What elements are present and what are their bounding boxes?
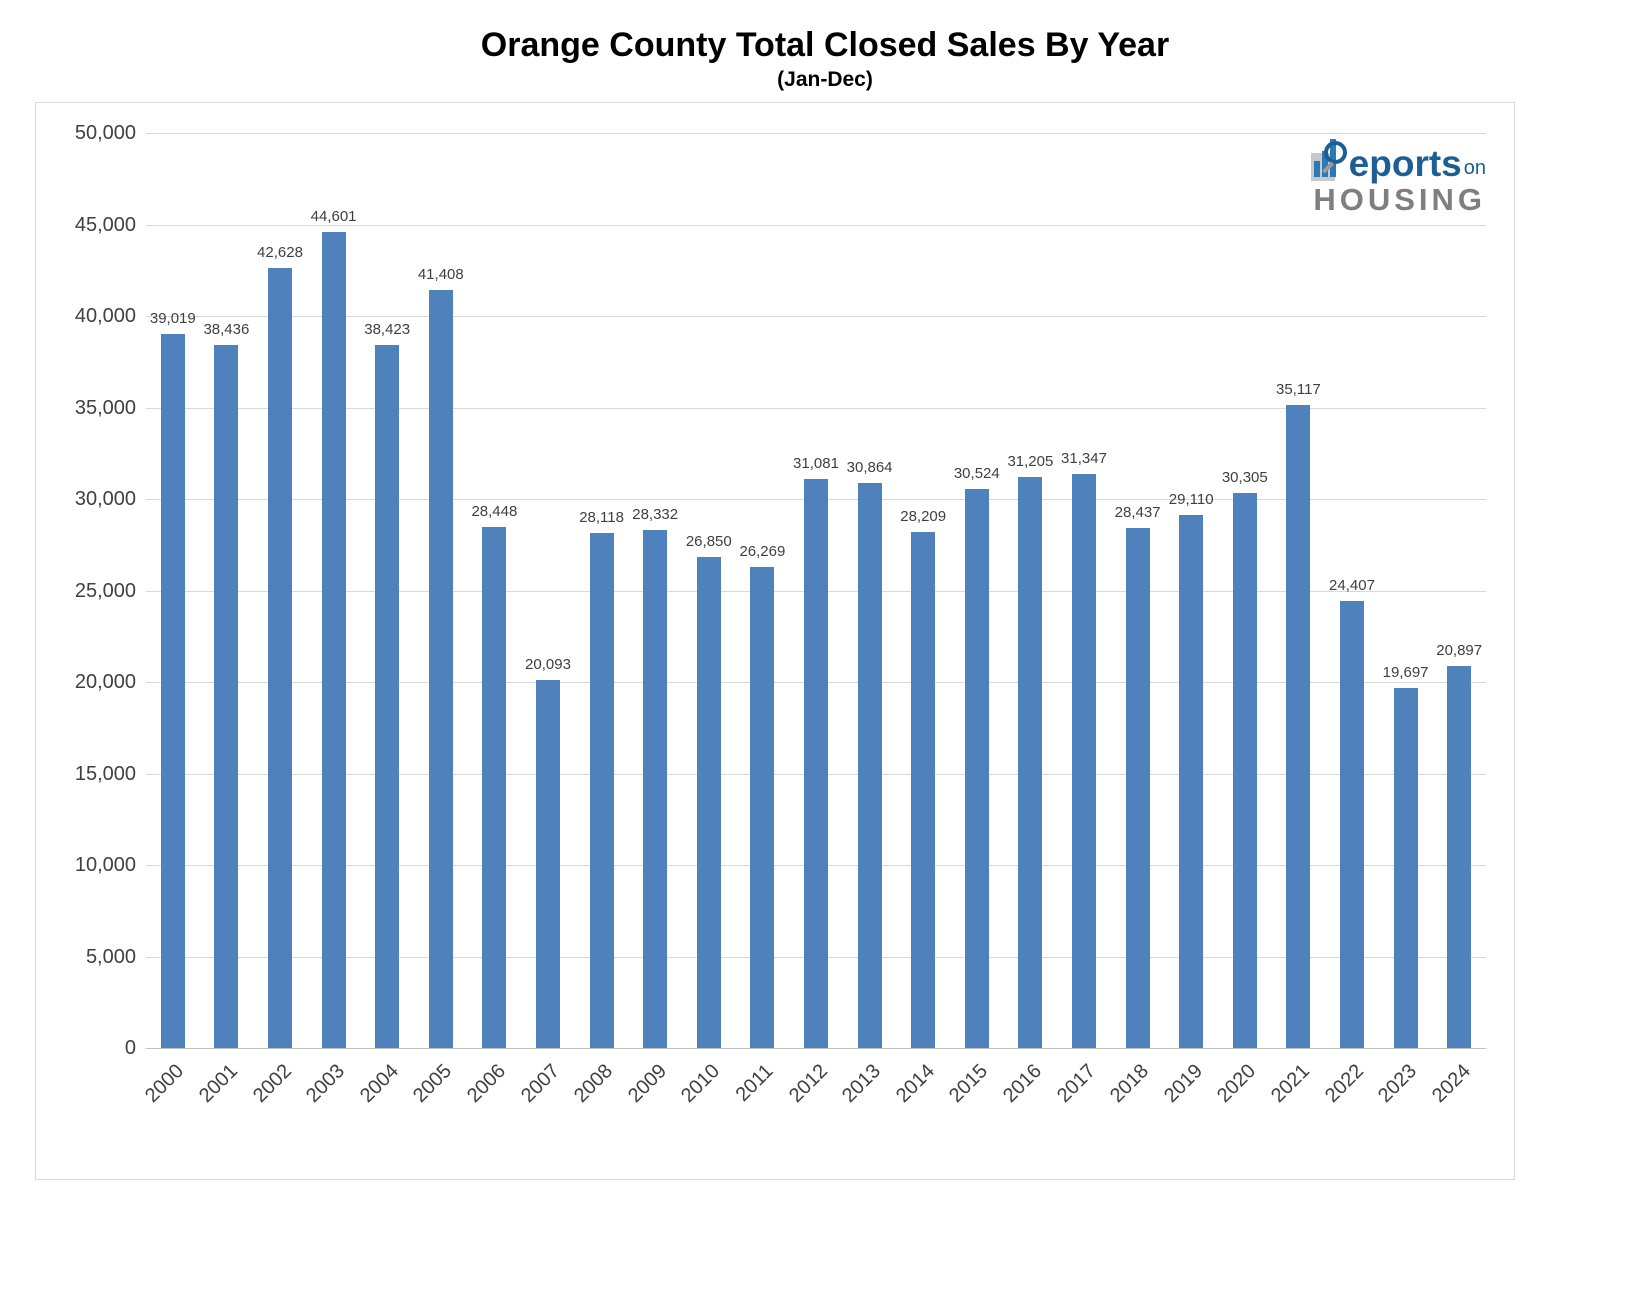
bar-2019 [1179, 515, 1204, 1048]
y-axis-tick-label: 40,000 [74, 305, 136, 327]
y-axis-tick-label: 45,000 [74, 213, 136, 236]
bar-value-label: 38,423 [364, 320, 411, 338]
x-axis-line [146, 1048, 1486, 1049]
bar-2000 [160, 333, 185, 1048]
bar-value-label: 29,110 [1168, 491, 1214, 509]
bar-value-label: 28,209 [900, 507, 947, 525]
bar-value-label: 28,332 [632, 505, 679, 523]
bar-2009 [643, 529, 668, 1048]
bar-value-label: 26,269 [739, 543, 786, 561]
bar-value-label: 42,628 [257, 243, 303, 261]
chart-page: Orange County Total Closed Sales By Year… [0, 26, 1650, 1301]
bar-value-label: 20,093 [525, 656, 571, 674]
bar-value-label: 39,019 [149, 309, 196, 327]
bar-2010 [696, 556, 721, 1048]
bar-value-label: 28,437 [1114, 503, 1161, 521]
chart-subtitle: (Jan-Dec) [777, 68, 873, 91]
bar-value-label: 19,697 [1382, 663, 1429, 681]
bar-2014 [911, 531, 936, 1048]
x-axis-tick-label: 2024 [1427, 1060, 1475, 1108]
gridline [146, 133, 1486, 134]
gridline [146, 224, 1486, 226]
bar-2015 [964, 489, 989, 1048]
x-axis-tick: 2024 [1259, 1060, 1475, 1107]
bar-2013 [857, 483, 882, 1048]
y-axis-tick-label: 25,000 [74, 579, 136, 602]
y-axis-tick-label: 30,000 [74, 488, 136, 510]
bar-2001 [214, 344, 239, 1048]
bar-value-label: 30,864 [846, 459, 893, 477]
gridline [146, 316, 1486, 317]
bar-2022 [1340, 601, 1364, 1048]
bar-2011 [750, 567, 775, 1048]
bar-value-label: 26,850 [685, 532, 732, 550]
logo-text-reports: eports [1348, 142, 1462, 184]
bar-value-label: 31,081 [793, 455, 839, 473]
bar-value-label: 30,524 [953, 465, 1000, 483]
bar-value-label: 44,601 [310, 207, 357, 225]
bar-value-label: 38,436 [203, 320, 250, 338]
y-axis-tick-label: 0 [124, 1037, 136, 1059]
bar-2003 [321, 231, 346, 1048]
bar-2023 [1393, 687, 1418, 1048]
bar-value-label: 31,347 [1061, 450, 1107, 468]
bar-2018 [1125, 527, 1150, 1048]
y-axis-tick-label: 5,000 [85, 945, 136, 968]
bar-value-label: 35,117 [1276, 381, 1321, 399]
bar-value-label: 41,408 [417, 266, 464, 284]
y-axis-tick-label: 20,000 [74, 671, 136, 693]
y-axis-tick-label: 35,000 [74, 396, 136, 419]
plot-region: 39,019 38,436 42,628 44,601 38,423 41,408 28,4… [146, 133, 1486, 1049]
y-axis-tick-label: 15,000 [74, 762, 136, 785]
bar-value-label: 24,407 [1329, 577, 1375, 595]
bar-2024 [1447, 665, 1472, 1048]
bar-2007 [536, 680, 560, 1048]
chart-plot-area: 39,019 38,436 42,628 44,601 38,423 41,408 28,4… [35, 102, 1515, 1180]
bar-value-label: 20,897 [1436, 641, 1483, 659]
bar-value-label: 28,448 [471, 503, 518, 521]
logo-text-housing: HOUSING [1313, 182, 1486, 217]
bar-2004 [375, 344, 400, 1048]
bar-2021 [1286, 405, 1311, 1048]
bar-value-label: 28,118 [579, 509, 624, 527]
y-axis-tick-label: 10,000 [74, 854, 136, 876]
bar-2012 [804, 479, 828, 1048]
reports-magnifier-icon [1310, 139, 1347, 181]
bar-value-label: 31,205 [1007, 452, 1054, 470]
bar-value-label: 30,305 [1221, 469, 1268, 487]
bar-2020 [1232, 493, 1257, 1048]
chart-title: Orange County Total Closed Sales By Year [480, 26, 1170, 64]
bar-2016 [1018, 476, 1043, 1048]
gridline [146, 407, 1486, 409]
logo-line-1: eports on [1310, 139, 1486, 184]
y-axis-tick-label: 50,000 [74, 122, 136, 144]
bar-2005 [428, 290, 453, 1048]
bar-2017 [1072, 474, 1096, 1048]
bar-2002 [268, 267, 292, 1048]
bar-2008 [589, 533, 614, 1048]
logo-text-on: on [1463, 157, 1486, 179]
bar-2006 [482, 527, 507, 1048]
reports-on-housing-logo: eports on HOUSING [1310, 139, 1486, 218]
